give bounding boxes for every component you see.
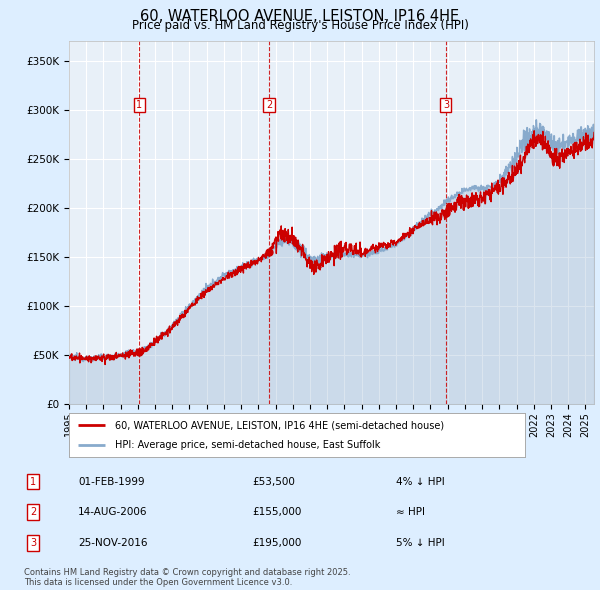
Text: 1: 1 [136, 100, 142, 110]
Text: £155,000: £155,000 [252, 507, 301, 517]
Text: Contains HM Land Registry data © Crown copyright and database right 2025.
This d: Contains HM Land Registry data © Crown c… [24, 568, 350, 587]
Text: £195,000: £195,000 [252, 538, 301, 548]
Text: 60, WATERLOO AVENUE, LEISTON, IP16 4HE (semi-detached house): 60, WATERLOO AVENUE, LEISTON, IP16 4HE (… [115, 421, 444, 430]
Text: 1: 1 [30, 477, 36, 487]
Text: 2: 2 [266, 100, 272, 110]
Text: 2: 2 [30, 507, 36, 517]
Text: 25-NOV-2016: 25-NOV-2016 [78, 538, 148, 548]
Text: 5% ↓ HPI: 5% ↓ HPI [396, 538, 445, 548]
Text: 4% ↓ HPI: 4% ↓ HPI [396, 477, 445, 487]
Text: £53,500: £53,500 [252, 477, 295, 487]
Text: 14-AUG-2006: 14-AUG-2006 [78, 507, 148, 517]
Text: Price paid vs. HM Land Registry's House Price Index (HPI): Price paid vs. HM Land Registry's House … [131, 19, 469, 32]
Text: ≈ HPI: ≈ HPI [396, 507, 425, 517]
Text: 01-FEB-1999: 01-FEB-1999 [78, 477, 145, 487]
Text: 3: 3 [30, 538, 36, 548]
Text: HPI: Average price, semi-detached house, East Suffolk: HPI: Average price, semi-detached house,… [115, 440, 380, 450]
Text: 3: 3 [443, 100, 449, 110]
Text: 60, WATERLOO AVENUE, LEISTON, IP16 4HE: 60, WATERLOO AVENUE, LEISTON, IP16 4HE [140, 9, 460, 24]
